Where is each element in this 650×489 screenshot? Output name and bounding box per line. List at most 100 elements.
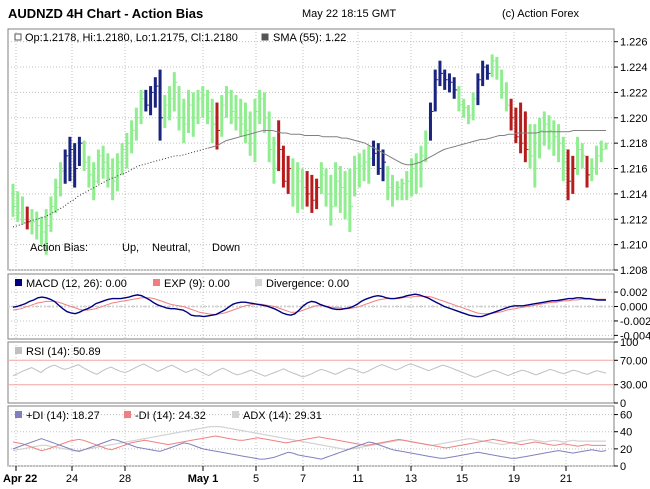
price-bar xyxy=(599,140,603,163)
price-bar xyxy=(471,92,475,121)
minus-di-line xyxy=(12,435,606,452)
price-bar xyxy=(405,171,409,201)
dmi-y-tick-label: 40 xyxy=(620,427,632,439)
price-bar xyxy=(362,149,366,182)
x-axis-tick-label: May 1 xyxy=(188,473,219,485)
price-bar xyxy=(286,155,290,194)
price-bar xyxy=(224,86,228,118)
price-bar xyxy=(125,133,129,169)
timestamp: May 22 18:15 GMT xyxy=(302,8,397,20)
price-bar xyxy=(300,168,304,210)
price-bar xyxy=(44,209,48,255)
price-bar xyxy=(533,124,537,188)
adx-line xyxy=(12,426,606,452)
copyright: (c) Action Forex xyxy=(502,8,580,20)
price-bar xyxy=(338,165,342,213)
price-bar xyxy=(153,77,157,108)
price-bar xyxy=(566,149,570,201)
price-bar xyxy=(585,155,589,188)
price-bar xyxy=(196,89,200,125)
price-bar xyxy=(182,98,186,144)
price-bar xyxy=(234,94,238,131)
price-bar xyxy=(163,94,167,128)
price-bar xyxy=(239,98,243,137)
rsi-panel-frame xyxy=(7,341,615,404)
price-bar xyxy=(68,136,72,182)
bias-legend-neutral: Neutral, xyxy=(152,242,191,254)
price-bar xyxy=(96,149,100,184)
dmi-panel-frame xyxy=(7,405,615,467)
dmi-y-tick-label: 20 xyxy=(620,444,632,456)
price-bar xyxy=(253,98,257,163)
price-bar xyxy=(523,111,527,163)
plus-di-legend-text: +DI (14): 18.27 xyxy=(26,410,100,422)
price-bar xyxy=(39,216,43,245)
x-axis-tick-label: 5 xyxy=(253,473,259,485)
price-bar xyxy=(604,143,608,150)
price-bar xyxy=(447,73,451,93)
price-y-tick-label: 1.212 xyxy=(620,214,648,226)
price-y-tick-label: 1.216 xyxy=(620,164,648,176)
price-bar xyxy=(547,115,551,150)
minus-di-legend-swatch xyxy=(124,411,131,418)
price-bar xyxy=(262,92,266,134)
price-bar xyxy=(11,183,15,217)
macd-y-tick-label: -0.002 xyxy=(620,316,650,328)
price-bar xyxy=(552,120,556,156)
x-axis-tick-label: 7 xyxy=(300,473,306,485)
adx-legend-swatch xyxy=(232,411,239,418)
divergence-legend-text: Divergence: 0.00 xyxy=(266,278,349,290)
price-bar xyxy=(462,98,466,118)
rsi-y-tick-label: 0 xyxy=(620,398,626,410)
price-bar xyxy=(229,89,233,125)
price-bar xyxy=(201,86,205,118)
price-bar xyxy=(73,143,77,188)
price-bar xyxy=(63,149,67,184)
price-bar xyxy=(315,178,319,210)
sma-line xyxy=(207,130,606,166)
price-y-tick-label: 1.210 xyxy=(620,240,648,252)
rsi-line xyxy=(12,363,607,378)
price-bar xyxy=(457,86,461,112)
rsi-y-tick-label: 30.00 xyxy=(620,380,648,392)
price-bar xyxy=(391,174,395,207)
price-bar xyxy=(310,174,314,213)
price-bar xyxy=(30,209,34,235)
price-bar xyxy=(277,120,281,172)
price-bar xyxy=(267,111,271,163)
price-bar xyxy=(220,94,224,137)
macd-legend-swatch xyxy=(15,279,22,286)
price-bar xyxy=(348,168,352,232)
price-y-tick-label: 1.208 xyxy=(620,265,648,277)
rsi-y-tick-label: 70.00 xyxy=(620,355,648,367)
x-axis-tick-label: 21 xyxy=(560,473,572,485)
price-bar xyxy=(433,69,437,112)
price-bar xyxy=(144,89,148,112)
rsi-legend-swatch xyxy=(15,347,22,354)
price-bar xyxy=(49,196,53,232)
price-bar xyxy=(504,82,508,112)
divergence-legend-swatch xyxy=(255,279,262,286)
price-bar xyxy=(353,155,357,197)
bias-legend-label: Action Bias: xyxy=(30,242,88,254)
price-bar xyxy=(20,196,24,225)
price-bar xyxy=(381,149,385,182)
x-axis-tick-label: 11 xyxy=(352,473,363,485)
price-bar xyxy=(419,145,423,188)
dmi-y-tick-label: 60 xyxy=(620,410,632,422)
price-bar xyxy=(130,120,134,154)
price-bar xyxy=(258,89,262,125)
price-bar xyxy=(485,64,489,80)
price-bar xyxy=(158,69,162,141)
x-axis-tick-label: Apr 22 xyxy=(3,473,37,485)
price-bar xyxy=(272,136,276,184)
price-bar xyxy=(25,206,29,230)
macd-y-tick-label: 0.002 xyxy=(620,287,648,299)
price-bar xyxy=(490,54,494,78)
price-bar xyxy=(296,162,300,213)
x-axis-tick-label: 24 xyxy=(66,473,78,485)
x-axis-tick-label: 28 xyxy=(119,473,131,485)
price-bar xyxy=(305,171,309,207)
price-bar xyxy=(595,145,599,175)
